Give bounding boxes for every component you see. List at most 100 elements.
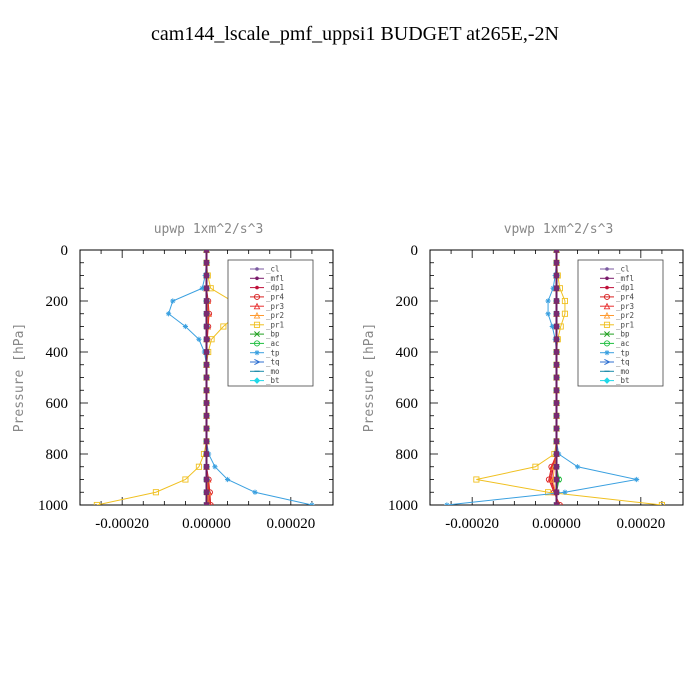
legend-marker bbox=[253, 311, 261, 319]
data-point bbox=[309, 502, 315, 505]
data-point bbox=[553, 362, 560, 368]
legend-entry: _pr1 bbox=[250, 320, 284, 329]
data-point bbox=[561, 297, 568, 305]
data-point bbox=[553, 438, 560, 444]
data-point bbox=[545, 298, 551, 304]
data-point bbox=[553, 349, 560, 355]
legend-marker bbox=[603, 377, 611, 384]
data-point bbox=[212, 464, 218, 470]
x-tick-label: 0.00000 bbox=[532, 516, 581, 532]
legend-marker bbox=[253, 377, 261, 384]
legend-marker bbox=[255, 276, 259, 281]
legend-label: _pr1 bbox=[616, 320, 634, 329]
legend-label: _ac bbox=[266, 339, 280, 348]
y-tick-label: 600 bbox=[396, 396, 419, 412]
data-point bbox=[444, 502, 450, 505]
data-point bbox=[553, 323, 560, 330]
legend-marker bbox=[603, 321, 611, 328]
legend-entry: _dp1 bbox=[250, 283, 284, 292]
data-point bbox=[545, 311, 551, 317]
data-point bbox=[532, 463, 539, 470]
data-point bbox=[553, 502, 560, 505]
data-point bbox=[203, 387, 210, 393]
legend-entry: _tp bbox=[600, 348, 630, 357]
data-point bbox=[252, 489, 258, 495]
data-point bbox=[152, 489, 159, 496]
legend-marker bbox=[605, 276, 609, 281]
legend-label: _mo bbox=[266, 367, 280, 376]
legend-marker bbox=[255, 285, 259, 290]
legend-label: _pr4 bbox=[266, 293, 285, 302]
data-point bbox=[203, 400, 210, 406]
data-point bbox=[203, 323, 210, 330]
data-point bbox=[203, 502, 210, 505]
data-point bbox=[203, 260, 210, 266]
legend-marker bbox=[255, 267, 259, 271]
data-point bbox=[634, 476, 640, 483]
legend-entry: _pr4 bbox=[250, 293, 285, 302]
y-tick-label: 200 bbox=[396, 294, 419, 310]
legend-entry: _tq bbox=[250, 358, 280, 367]
data-point bbox=[203, 250, 210, 253]
data-point bbox=[203, 438, 210, 444]
legend-entry: _tp bbox=[250, 348, 280, 357]
data-point bbox=[224, 476, 231, 483]
legend-marker bbox=[603, 311, 611, 319]
data-point bbox=[553, 489, 560, 495]
legend-label: _dp1 bbox=[266, 283, 284, 292]
legend-label: _tq bbox=[266, 358, 280, 367]
legend-marker bbox=[604, 331, 610, 338]
data-point bbox=[195, 463, 202, 470]
legend-entry: _tq bbox=[600, 358, 630, 367]
legend-box bbox=[577, 259, 664, 387]
legend-label: _mfl bbox=[266, 274, 284, 283]
data-point bbox=[93, 501, 100, 505]
legend-label: _pr2 bbox=[266, 311, 284, 320]
y-tick-label: 800 bbox=[396, 447, 419, 463]
legend-entry: _cl bbox=[600, 265, 630, 274]
series-pr1 bbox=[93, 250, 242, 505]
legend-entry: _bp bbox=[600, 330, 630, 339]
y-tick-label: 0 bbox=[61, 243, 69, 259]
x-tick-label: -0.00020 bbox=[445, 516, 499, 532]
data-point bbox=[553, 311, 560, 317]
legend-marker bbox=[254, 358, 261, 366]
y-tick-label: 1000 bbox=[388, 498, 418, 514]
y-tick-label: 0 bbox=[411, 243, 419, 259]
data-point bbox=[203, 451, 210, 457]
data-point bbox=[203, 464, 210, 470]
legend-marker bbox=[253, 321, 261, 328]
legend-label: _tp bbox=[266, 348, 280, 357]
data-point bbox=[553, 425, 560, 432]
legend-label: _tq bbox=[616, 358, 630, 367]
legend-marker bbox=[254, 331, 260, 338]
x-tick-label: 0.00020 bbox=[616, 516, 665, 532]
chart-title: upwp 1xm^2/s^3 bbox=[154, 222, 264, 237]
y-tick-label: 800 bbox=[46, 447, 69, 463]
legend: _cl_mfl_dp1_pr4_pr3_pr2_pr1_bp_ac_tp_tq_… bbox=[577, 259, 664, 387]
data-point bbox=[203, 374, 210, 381]
data-point bbox=[553, 476, 560, 483]
x-tick-label: 0.00000 bbox=[182, 516, 231, 532]
data-point bbox=[553, 298, 560, 304]
legend-marker bbox=[604, 358, 611, 366]
legend-entry: _bt bbox=[600, 376, 630, 385]
legend-entry: _pr3 bbox=[600, 302, 634, 311]
data-point bbox=[203, 272, 210, 279]
data-point bbox=[553, 387, 560, 393]
data-point bbox=[553, 250, 560, 253]
legend-label: _mfl bbox=[616, 274, 634, 283]
legend: _cl_mfl_dp1_pr4_pr3_pr2_pr1_bp_ac_tp_tq_… bbox=[227, 259, 314, 387]
data-point bbox=[182, 323, 189, 330]
data-point bbox=[561, 310, 568, 317]
chart-panel-vpwp: vpwp 1xm^2/s^3 Pressure [hPa] 0 200 400 600 80… bbox=[362, 222, 684, 532]
legend-entry: _pr2 bbox=[250, 311, 284, 320]
legend-marker bbox=[253, 340, 261, 347]
legend-label: _bt bbox=[616, 376, 630, 385]
zero-stack bbox=[203, 250, 210, 505]
data-point bbox=[574, 464, 581, 470]
legend-marker bbox=[253, 302, 261, 310]
legend-entry: _mo bbox=[250, 367, 280, 376]
chart-title: vpwp 1xm^2/s^3 bbox=[504, 222, 614, 237]
